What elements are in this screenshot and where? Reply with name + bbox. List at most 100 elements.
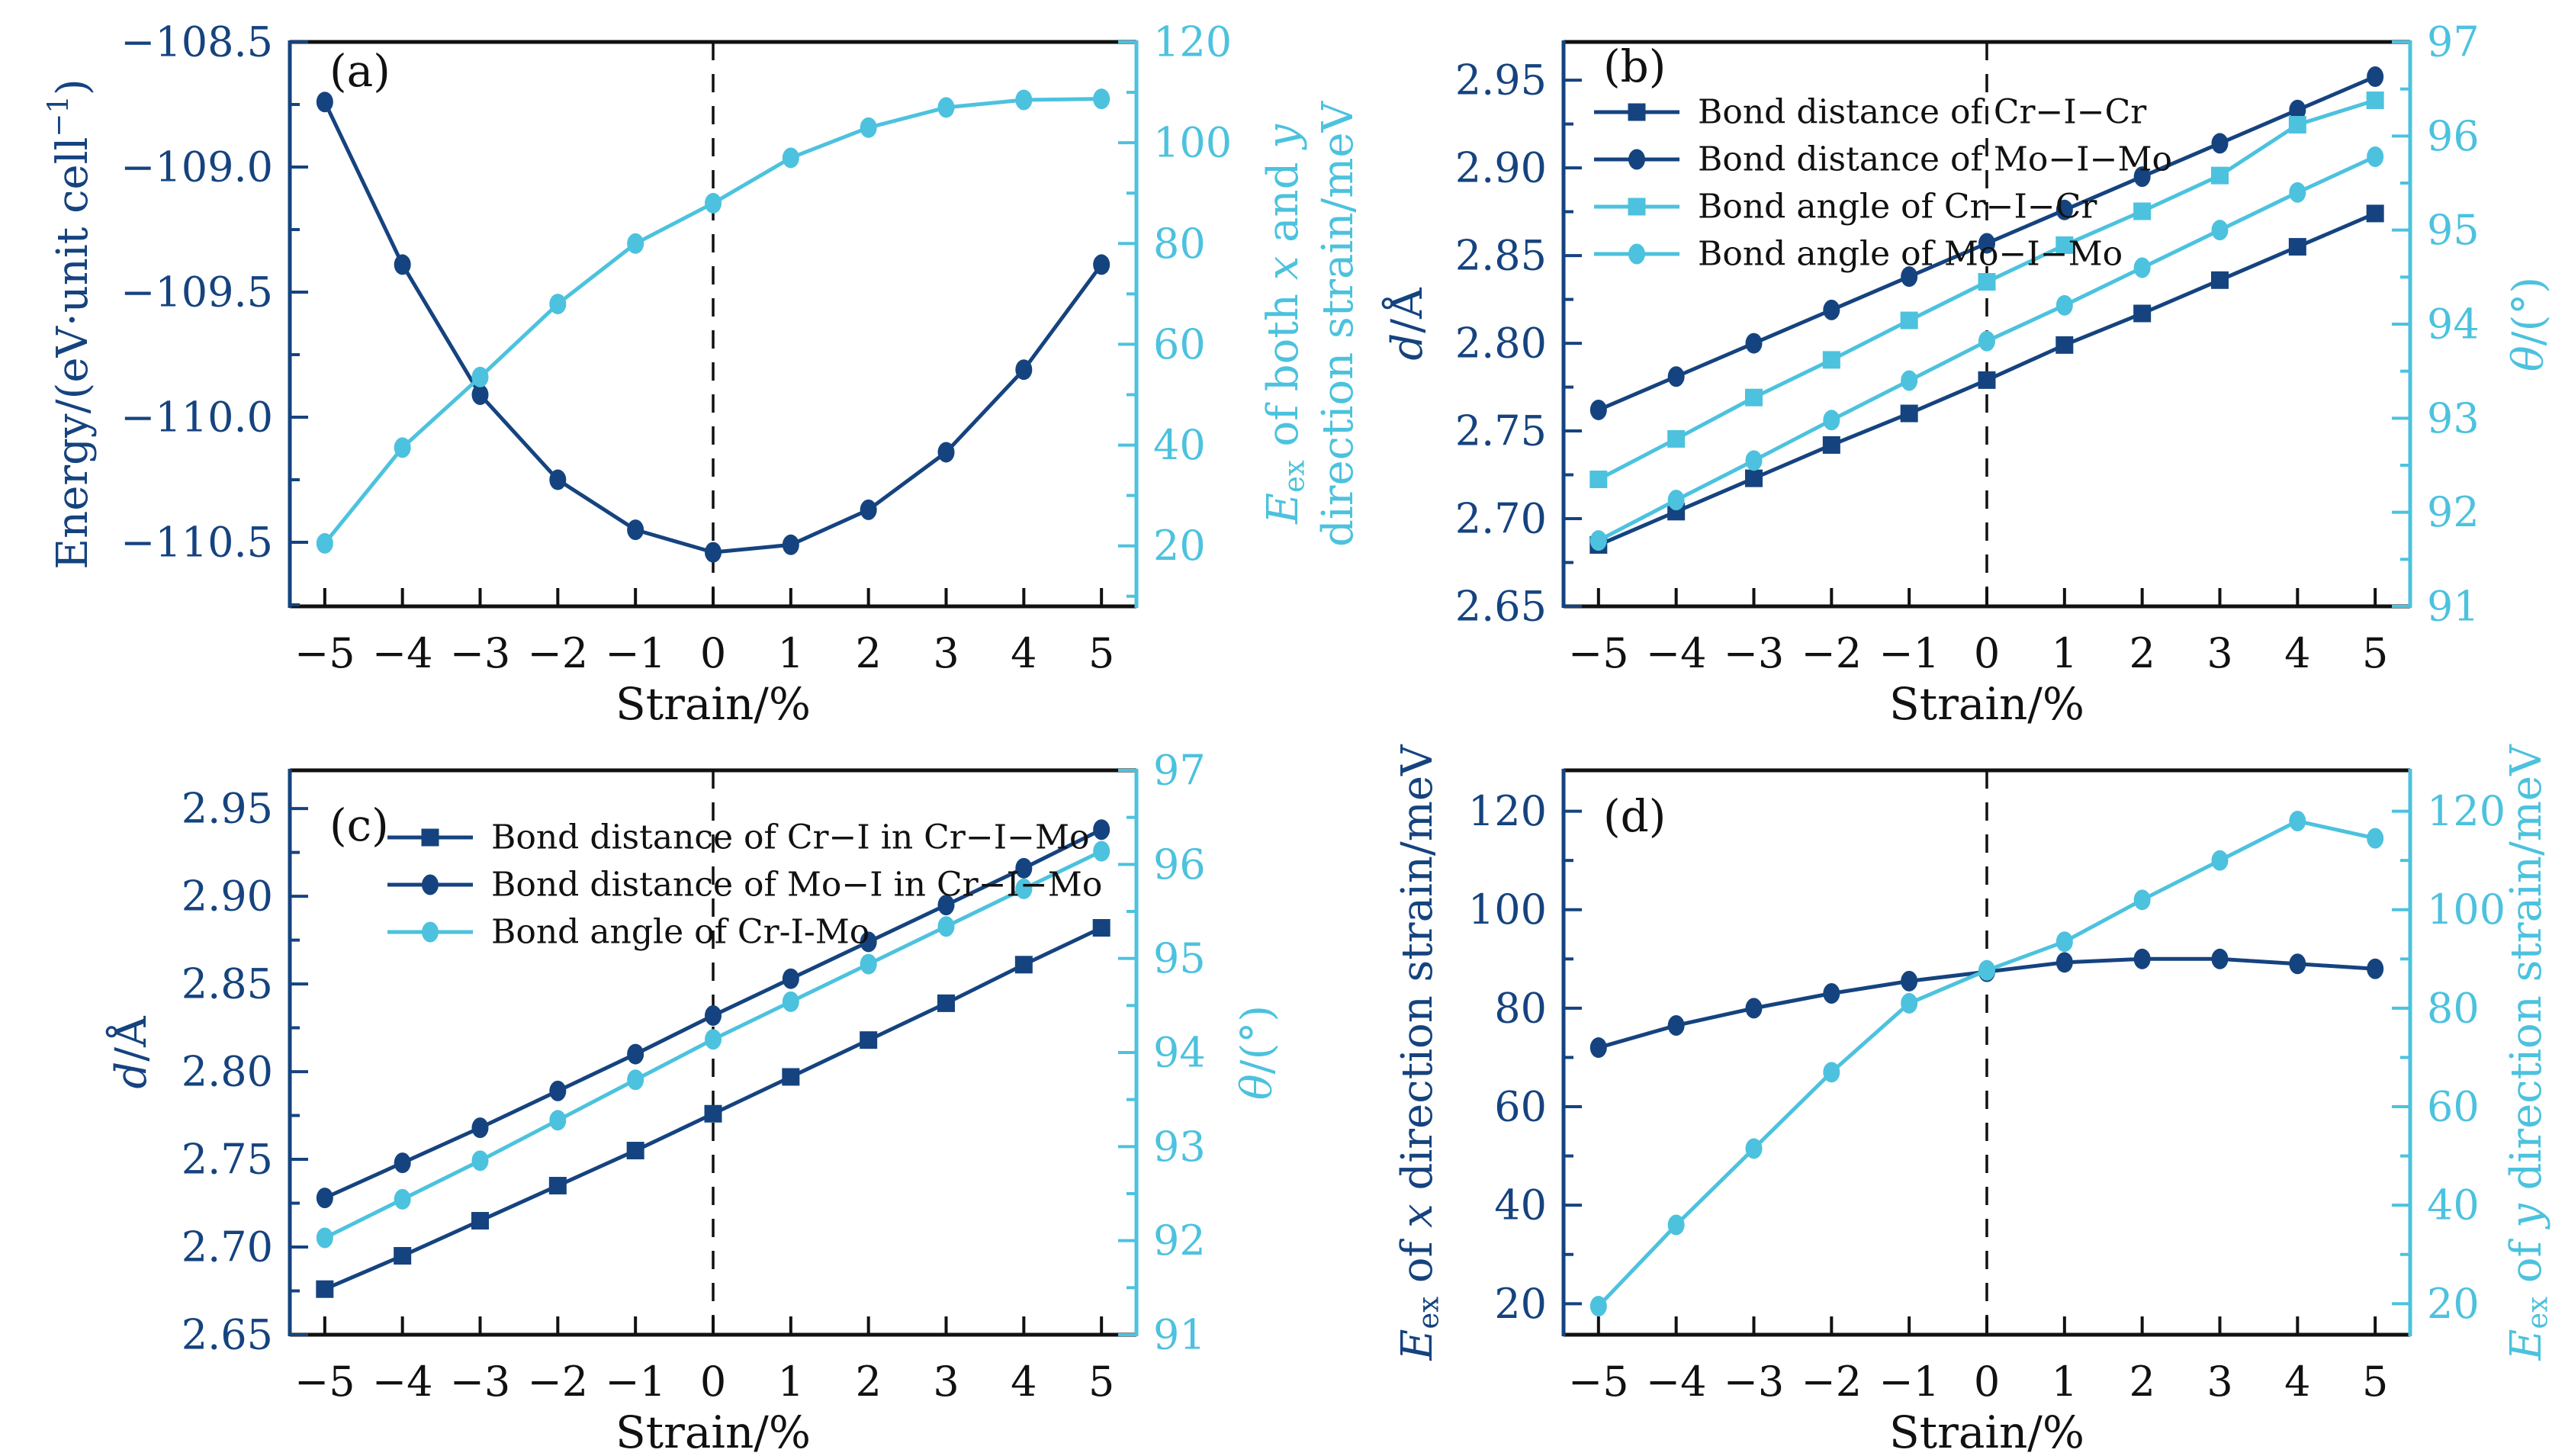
series-eex-y-direction-marker xyxy=(1745,1138,1763,1159)
legend-item-b-3: Bond angle of Mo−I−Mo xyxy=(1594,235,2123,274)
series-eex-y-direction-marker xyxy=(1589,1296,1607,1317)
series-energy-marker xyxy=(705,542,722,563)
x-tick-label: 4 xyxy=(1011,1358,1037,1406)
series-eex-both-xy-strain-marker xyxy=(549,294,567,315)
legend-label: Bond angle of Mo−I−Mo xyxy=(1698,235,2123,274)
series-bond-angle-cr-i-mo-marker xyxy=(1015,878,1033,899)
series-bond-distance-mo-i-mo-marker xyxy=(1823,299,1840,320)
x-tick-label: −3 xyxy=(450,1358,511,1406)
left-y-tick-label: 2.70 xyxy=(1455,495,1547,543)
series-eex-y-direction-marker xyxy=(2133,889,2151,911)
x-tick-label: −5 xyxy=(294,629,355,677)
x-tick-label: −2 xyxy=(1802,629,1863,677)
left-y-tick-label: −110.5 xyxy=(121,519,273,567)
series-bond-distance-cr-i-marker xyxy=(782,1068,800,1086)
series-bond-distance-cr-i-cr-marker xyxy=(2366,204,2384,223)
series-eex-y-direction-marker xyxy=(1823,1062,1840,1083)
series-eex-y-direction-marker xyxy=(2055,931,2073,953)
x-tick-label: 3 xyxy=(2206,629,2232,677)
series-bond-angle-mo-i-mo-marker xyxy=(1745,450,1763,471)
x-tick-label: −1 xyxy=(1879,1358,1940,1406)
series-eex-both-xy-strain-marker xyxy=(937,97,955,118)
panel-letter-c: (c) xyxy=(329,799,389,851)
right-axis-label: direction strain/meV xyxy=(1313,100,1363,547)
series-bond-distance-cr-i-marker xyxy=(548,1177,567,1195)
left-y-tick-label: 40 xyxy=(1494,1181,1547,1229)
series-bond-angle-cr-i-mo-marker xyxy=(394,1188,411,1210)
legend-label: Bond angle of Cr-I-Mo xyxy=(491,913,869,952)
left-y-tick-label: 2.75 xyxy=(1455,407,1547,455)
series-eex-x-direction-marker xyxy=(1823,983,1840,1004)
left-y-tick-label: −109.0 xyxy=(121,143,273,191)
left-axis-label: d/Å xyxy=(1381,288,1432,361)
series-bond-distance-cr-i-marker xyxy=(626,1142,644,1160)
series-bond-distance-mo-i-marker xyxy=(394,1152,411,1174)
right-y-tick-label: 93 xyxy=(2427,394,2480,442)
panel-a: −5 −4 −3 −2 −1 0 1 2 3 4 5 Strain/% −110.5 −110.0 −109… xyxy=(41,18,1362,731)
x-tick-label: 0 xyxy=(1974,629,2000,677)
series-bond-angle-mo-i-mo-marker xyxy=(1589,530,1607,551)
right-y-tick-label: 93 xyxy=(1153,1123,1206,1171)
series-bond-angle-cr-i-mo-marker xyxy=(782,991,799,1012)
x-tick-label: 5 xyxy=(1088,1358,1114,1406)
legend-item-c-0: Bond distance of Cr−I in Cr−I−Mo xyxy=(387,818,1090,857)
series-bond-distance-mo-i-mo-marker xyxy=(1901,266,1918,288)
series-bond-distance-mo-i-marker xyxy=(937,895,955,916)
series-bond-distance-cr-i-cr-marker xyxy=(1900,404,1918,423)
x-tick-label: 1 xyxy=(2052,629,2078,677)
series-energy-marker xyxy=(394,254,411,275)
series-energy-marker xyxy=(1015,359,1033,381)
x-tick-label: 1 xyxy=(778,1358,804,1406)
x-tick-label: −1 xyxy=(605,629,666,677)
left-y-tick-label: 2.80 xyxy=(182,1048,273,1096)
x-tick-label: −5 xyxy=(294,1358,355,1406)
x-axis-title: Strain/% xyxy=(1889,678,2084,730)
legend-label: Bond distance of Cr−I in Cr−I−Mo xyxy=(491,818,1090,857)
series-bond-angle-cr-i-cr-marker xyxy=(2133,202,2152,220)
x-tick-label: 4 xyxy=(2284,1358,2310,1406)
series-bond-distance-cr-i-marker xyxy=(860,1031,878,1049)
x-tick-label: 3 xyxy=(2206,1358,2232,1406)
legend-item-b-1: Bond distance of Mo−I−Mo xyxy=(1594,140,2172,179)
x-tick-label: 4 xyxy=(1011,629,1037,677)
x-tick-label: −3 xyxy=(1724,629,1785,677)
x-tick-label: 5 xyxy=(1088,629,1114,677)
series-eex-both-xy-strain-marker xyxy=(316,532,333,554)
series-bond-distance-mo-i-mo-marker xyxy=(2055,199,2073,220)
series-eex-both-xy-strain-marker xyxy=(1015,89,1033,111)
series-bond-distance-cr-i-cr-marker xyxy=(2133,304,2152,323)
right-y-tick-label: 20 xyxy=(1153,522,1206,570)
x-tick-label: −2 xyxy=(528,1358,589,1406)
series-bond-distance-cr-i-cr-marker xyxy=(1822,436,1840,454)
series-bond-distance-mo-i-marker xyxy=(471,1117,489,1139)
right-axis-label: θ/(°) xyxy=(2504,277,2552,371)
series-bond-distance-mo-i-marker xyxy=(549,1080,567,1101)
right-y-tick-label: 100 xyxy=(2427,885,2505,934)
left-axis-label: Energy/(eV·unit cell−1) xyxy=(41,79,97,569)
series-eex-x-direction-marker xyxy=(2367,958,2384,979)
right-y-tick-label: 40 xyxy=(2427,1181,2480,1229)
left-y-tick-label: 2.90 xyxy=(1455,144,1547,192)
right-axis-label: Eex of y direction strain/meV xyxy=(2502,744,2552,1361)
left-y-tick-label: 2.85 xyxy=(1455,232,1547,280)
right-y-tick-label: 97 xyxy=(2427,18,2480,66)
x-tick-label: 5 xyxy=(2362,1358,2388,1406)
right-axis-label: Eex of both x and y xyxy=(1258,124,1311,525)
series-eex-y-direction-marker xyxy=(1901,992,1918,1014)
right-y-tick-label: 60 xyxy=(2427,1083,2480,1131)
left-y-tick-label: −109.5 xyxy=(121,268,273,317)
series-bond-distance-mo-i-marker xyxy=(627,1043,644,1065)
series-bond-angle-cr-i-cr-marker xyxy=(1978,273,1996,291)
x-tick-label: 3 xyxy=(933,629,959,677)
right-y-tick-label: 80 xyxy=(2427,984,2480,1032)
x-tick-label: 2 xyxy=(2129,1358,2155,1406)
series-eex-y-direction-marker xyxy=(1667,1214,1685,1236)
legend-circle-marker xyxy=(422,921,439,943)
series-bond-angle-cr-i-mo-marker xyxy=(705,1029,722,1050)
left-y-tick-label: 60 xyxy=(1494,1083,1547,1131)
series-bond-angle-mo-i-mo-marker xyxy=(1901,370,1918,391)
series-bond-distance-cr-i-marker xyxy=(937,994,956,1012)
panel-d: −5 −4 −3 −2 −1 0 1 2 3 4 5Strain/%20406080100120Ee… xyxy=(1393,744,2552,1456)
series-bond-distance-cr-i-marker xyxy=(394,1247,412,1265)
